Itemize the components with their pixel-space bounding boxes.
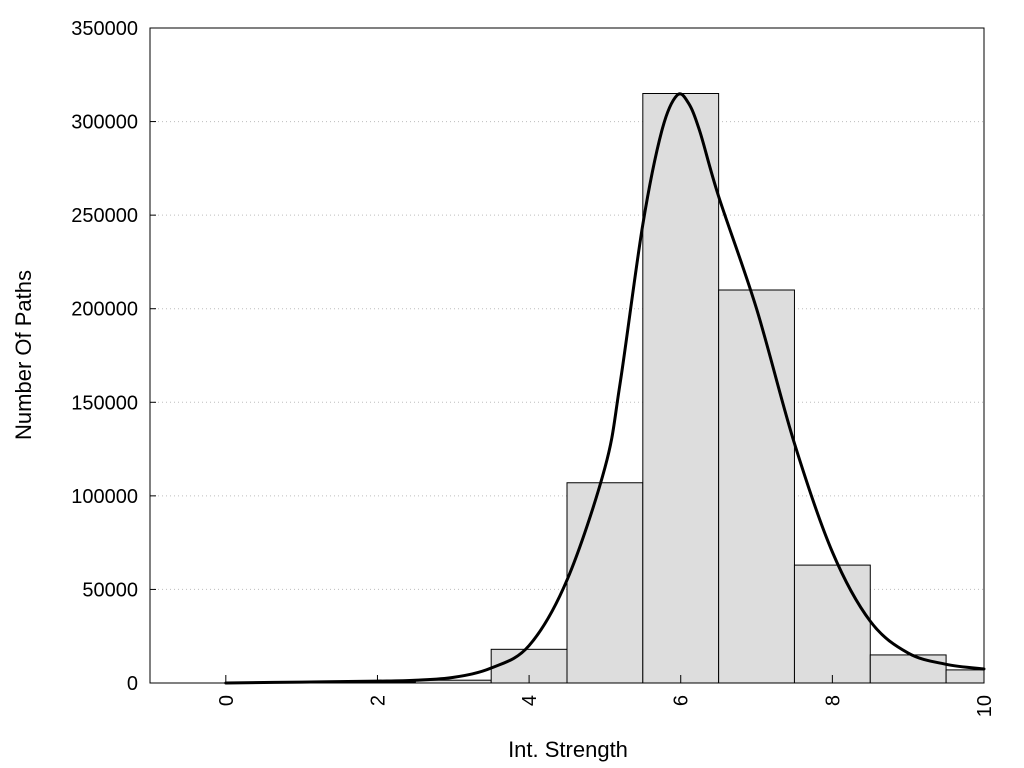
x-tick-label: 6	[671, 695, 693, 706]
x-tick-label: 8	[822, 695, 844, 706]
plot-frame	[149, 27, 985, 684]
bar	[793, 564, 871, 684]
y-tick-label: 50000	[82, 579, 138, 601]
fit-curve-layer	[224, 92, 986, 685]
bars	[339, 93, 985, 684]
x-tick-label: 4	[519, 695, 541, 706]
bar	[566, 482, 644, 684]
bar	[869, 654, 947, 684]
y-tick-label: 0	[127, 673, 138, 695]
x-axis: 0 2 4 6 8 10	[216, 675, 996, 717]
x-tick-label: 10	[974, 695, 996, 717]
bar	[945, 669, 985, 684]
fit-curve	[224, 92, 986, 685]
y-tick-label: 250000	[71, 205, 138, 227]
y-axis-title: Number Of Paths	[11, 270, 36, 440]
y-tick-label: 300000	[71, 112, 138, 134]
y-axis: 0 50000 100000 150000 200000 250000 300000 3500…	[71, 18, 156, 695]
bar	[642, 93, 720, 684]
x-tick-label: 0	[216, 695, 238, 706]
bar	[718, 289, 795, 684]
y-tick-label: 200000	[71, 299, 138, 321]
y-tick-label: 150000	[71, 392, 138, 414]
x-tick-label: 2	[367, 695, 389, 706]
y-tick-label: 350000	[71, 18, 138, 40]
x-axis-title: Int. Strength	[508, 737, 628, 762]
y-tick-label: 100000	[71, 486, 138, 508]
